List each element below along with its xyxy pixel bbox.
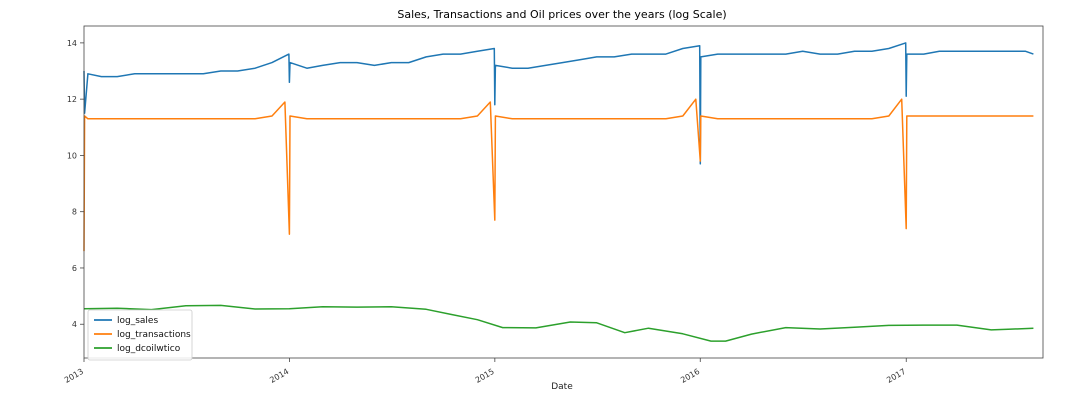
x-axis-label: Date xyxy=(551,382,573,392)
y-tick-label: 14 xyxy=(67,39,77,48)
legend-label: log_transactions xyxy=(117,330,191,340)
y-axis: 4 6 8 10 12 14 xyxy=(67,39,84,329)
series-line-log_transactions xyxy=(83,98,1034,252)
y-tick-label: 10 xyxy=(67,151,77,160)
chart-title: Sales, Transactions and Oil prices over … xyxy=(397,8,726,21)
y-tick-label: 6 xyxy=(72,264,77,273)
legend-box xyxy=(87,309,193,361)
y-tick-label: 4 xyxy=(72,320,77,329)
series-layer xyxy=(83,42,1034,342)
plot-frame xyxy=(83,25,1044,359)
legend-label: log_sales xyxy=(117,316,158,326)
legend: log_sales log_transactions log_dcoilwtico xyxy=(87,309,193,361)
y-tick-label: 8 xyxy=(72,208,77,217)
series-line-log_dcoilwtico xyxy=(83,304,1034,342)
legend-label: log_dcoilwtico xyxy=(117,344,181,354)
y-tick-label: 12 xyxy=(67,95,77,104)
series-line-log_sales xyxy=(83,42,1034,165)
